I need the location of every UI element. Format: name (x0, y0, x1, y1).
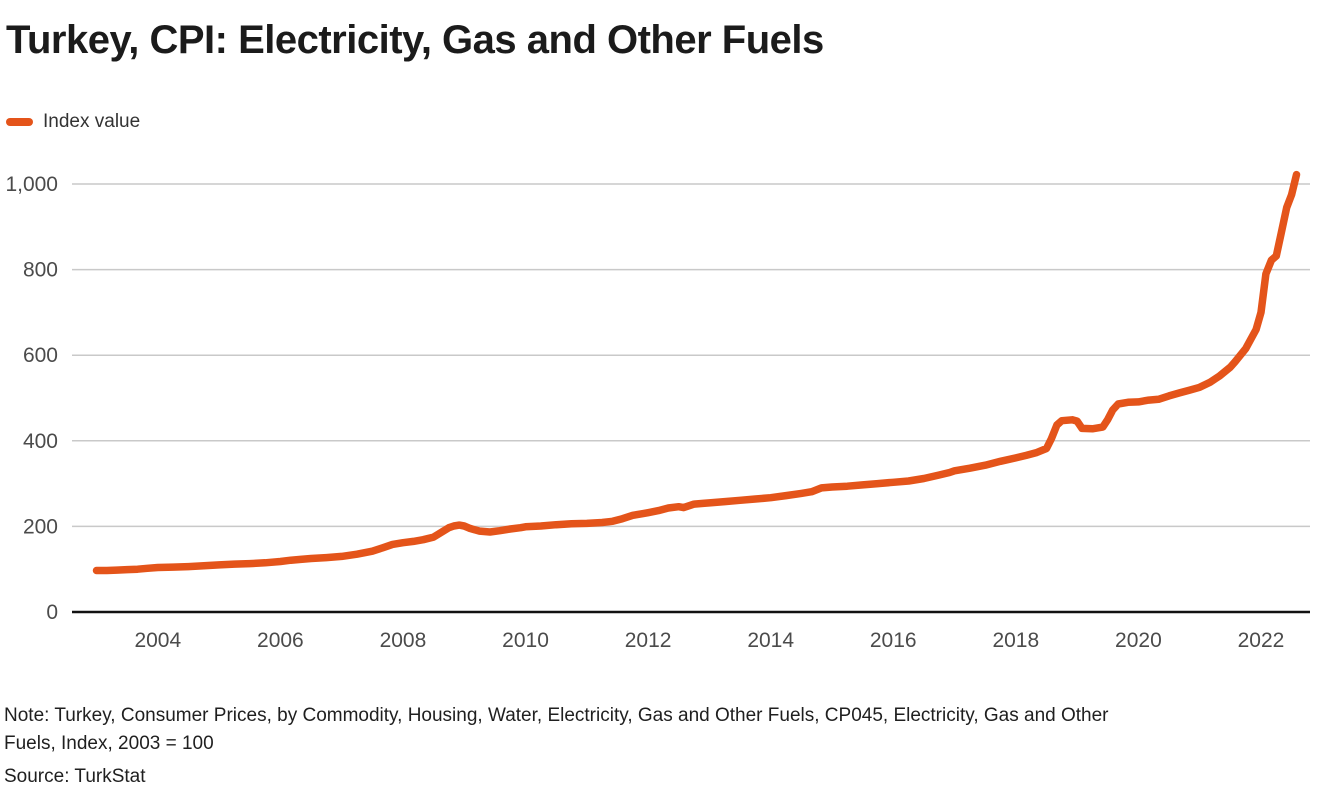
svg-text:2018: 2018 (992, 629, 1039, 652)
y-axis-labels: 0 200 400 600 800 1,000 (5, 173, 58, 624)
svg-text:2012: 2012 (625, 629, 672, 652)
svg-text:2016: 2016 (870, 629, 917, 652)
legend: Index value (6, 111, 140, 133)
chart-source: Source: TurkStat (4, 766, 146, 787)
x-axis-labels: 2004 2006 2008 2010 2012 2014 2016 2018 2020 2022 (134, 629, 1284, 652)
svg-text:2008: 2008 (380, 629, 427, 652)
legend-swatch-icon (6, 118, 33, 126)
svg-text:800: 800 (23, 259, 58, 282)
legend-label: Index value (43, 111, 141, 132)
note-line-2: Fuels, Index, 2003 = 100 (4, 733, 214, 754)
chart-note: Note: Turkey, Consumer Prices, by Commod… (4, 702, 1316, 758)
svg-text:200: 200 (23, 515, 58, 538)
index-value-line (92, 170, 1301, 575)
svg-text:0: 0 (46, 601, 58, 624)
note-line-1: Note: Turkey, Consumer Prices, by Commod… (4, 705, 1109, 726)
line-chart: 0 200 400 600 800 1,000 2004 2006 2008 2010 2012 20… (0, 150, 1320, 670)
page-title: Turkey, CPI: Electricity, Gas and Other … (6, 18, 824, 62)
svg-text:2014: 2014 (747, 629, 794, 652)
svg-text:1,000: 1,000 (5, 173, 58, 196)
svg-text:2004: 2004 (134, 629, 181, 652)
svg-text:2010: 2010 (502, 629, 549, 652)
svg-text:2022: 2022 (1238, 629, 1285, 652)
svg-text:2020: 2020 (1115, 629, 1162, 652)
svg-text:2006: 2006 (257, 629, 304, 652)
svg-text:400: 400 (23, 430, 58, 453)
gridlines (72, 183, 1310, 614)
svg-text:600: 600 (23, 344, 58, 367)
